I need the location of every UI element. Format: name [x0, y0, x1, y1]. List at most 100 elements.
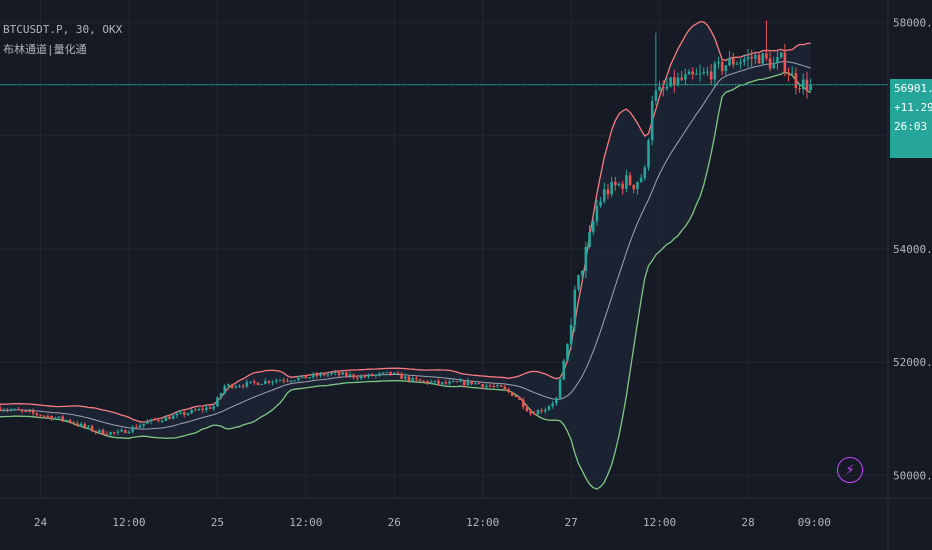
candle[interactable] [507, 387, 510, 394]
candle[interactable] [127, 429, 131, 434]
candle[interactable] [743, 54, 746, 66]
candle[interactable] [411, 376, 414, 383]
candle[interactable] [558, 377, 562, 401]
candle[interactable] [466, 378, 470, 386]
candle[interactable] [13, 408, 17, 411]
candle[interactable] [330, 370, 333, 377]
candle[interactable] [400, 371, 403, 379]
candle[interactable] [569, 317, 573, 350]
candle[interactable] [31, 408, 35, 416]
candle[interactable] [370, 373, 374, 377]
candle[interactable] [79, 421, 83, 428]
candle[interactable] [175, 411, 179, 419]
candle[interactable] [168, 414, 171, 420]
candle[interactable] [334, 369, 337, 376]
candle[interactable] [768, 51, 772, 72]
candle[interactable] [429, 379, 433, 384]
candle[interactable] [765, 20, 768, 61]
candle[interactable] [746, 49, 750, 68]
candle[interactable] [297, 376, 300, 382]
candle[interactable] [673, 69, 676, 93]
candle[interactable] [9, 407, 13, 412]
candle[interactable] [245, 379, 249, 389]
candle[interactable] [426, 380, 429, 385]
candle[interactable] [687, 68, 691, 75]
candle[interactable] [352, 373, 356, 380]
candle[interactable] [794, 67, 798, 95]
candle[interactable] [289, 380, 293, 383]
candle[interactable] [684, 68, 687, 85]
candle[interactable] [157, 419, 160, 423]
candle[interactable] [381, 372, 385, 375]
candle[interactable] [695, 68, 698, 76]
candle[interactable] [654, 32, 658, 106]
candle[interactable] [455, 380, 459, 383]
candle[interactable] [761, 52, 765, 66]
candle[interactable] [724, 65, 728, 77]
candle[interactable] [706, 66, 709, 77]
candle[interactable] [46, 413, 50, 419]
candle[interactable] [227, 383, 230, 388]
candle[interactable] [580, 270, 584, 281]
candle[interactable] [282, 377, 286, 384]
candle[interactable] [532, 410, 536, 415]
candle[interactable] [83, 422, 87, 429]
candle[interactable] [120, 427, 123, 433]
candle[interactable] [171, 412, 175, 420]
candle[interactable] [359, 374, 363, 380]
candle[interactable] [503, 384, 507, 391]
candle[interactable] [728, 50, 731, 67]
candle[interactable] [146, 418, 149, 424]
candle[interactable] [142, 423, 145, 429]
candle[interactable] [477, 382, 481, 385]
candle[interactable] [392, 372, 396, 375]
candle[interactable] [208, 405, 212, 410]
candle[interactable] [599, 196, 602, 209]
candle[interactable] [363, 373, 367, 379]
candle[interactable] [42, 414, 46, 419]
candle[interactable] [2, 408, 5, 413]
candle[interactable] [415, 376, 418, 382]
candle[interactable] [153, 417, 157, 421]
candle[interactable] [547, 404, 551, 411]
candle[interactable] [300, 375, 304, 379]
candle[interactable] [787, 67, 790, 82]
candle[interactable] [234, 384, 238, 389]
candle[interactable] [24, 410, 28, 413]
candle[interactable] [385, 371, 389, 373]
candle[interactable] [123, 429, 127, 434]
candle[interactable] [628, 171, 632, 186]
candle[interactable] [105, 431, 109, 436]
candle[interactable] [61, 414, 64, 423]
candle[interactable] [238, 384, 241, 388]
candle[interactable] [462, 380, 466, 388]
candle[interactable] [278, 379, 282, 382]
candle[interactable] [149, 418, 153, 425]
candle[interactable] [319, 371, 322, 378]
candle[interactable] [798, 85, 801, 93]
candle[interactable] [731, 52, 735, 69]
candle[interactable] [544, 407, 547, 414]
candle[interactable] [264, 378, 267, 385]
candle[interactable] [205, 405, 208, 413]
candle[interactable] [661, 80, 665, 97]
candle[interactable] [650, 95, 654, 146]
candle[interactable] [6, 408, 9, 413]
candle[interactable] [614, 176, 617, 191]
candle[interactable] [87, 425, 90, 429]
candle[interactable] [275, 378, 278, 384]
candle[interactable] [256, 382, 260, 386]
candle[interactable] [754, 51, 757, 65]
candle[interactable] [772, 56, 776, 69]
candle[interactable] [551, 400, 554, 409]
candle[interactable] [315, 371, 319, 379]
candle[interactable] [293, 380, 297, 382]
candle[interactable] [90, 424, 94, 433]
candle[interactable] [311, 372, 315, 380]
candle[interactable] [529, 408, 532, 416]
candle[interactable] [378, 372, 381, 377]
candle[interactable] [658, 80, 661, 92]
candle[interactable] [53, 416, 57, 420]
candle[interactable] [260, 383, 263, 385]
